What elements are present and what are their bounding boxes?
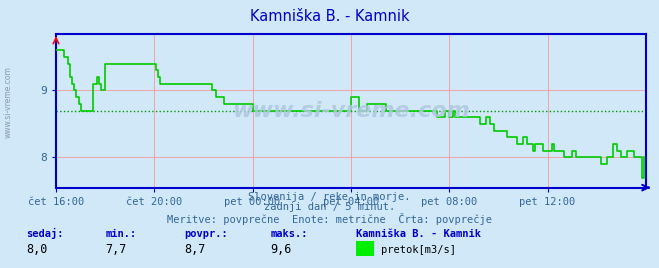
Text: Kamniška B. - Kamnik: Kamniška B. - Kamnik bbox=[356, 229, 481, 239]
Text: Kamniška B. - Kamnik: Kamniška B. - Kamnik bbox=[250, 9, 409, 24]
Text: Meritve: povprečne  Enote: metrične  Črta: povprečje: Meritve: povprečne Enote: metrične Črta:… bbox=[167, 213, 492, 225]
Text: pretok[m3/s]: pretok[m3/s] bbox=[381, 245, 456, 255]
Text: maks.:: maks.: bbox=[270, 229, 308, 239]
Text: 9,6: 9,6 bbox=[270, 243, 291, 256]
Text: min.:: min.: bbox=[105, 229, 136, 239]
Text: povpr.:: povpr.: bbox=[185, 229, 228, 239]
Text: www.si-vreme.com: www.si-vreme.com bbox=[3, 66, 13, 138]
Text: 8,0: 8,0 bbox=[26, 243, 47, 256]
Text: Slovenija / reke in morje.: Slovenija / reke in morje. bbox=[248, 192, 411, 202]
Text: sedaj:: sedaj: bbox=[26, 228, 64, 239]
Text: www.si-vreme.com: www.si-vreme.com bbox=[232, 100, 470, 121]
Text: 7,7: 7,7 bbox=[105, 243, 127, 256]
Text: 8,7: 8,7 bbox=[185, 243, 206, 256]
Text: zadnji dan / 5 minut.: zadnji dan / 5 minut. bbox=[264, 202, 395, 212]
